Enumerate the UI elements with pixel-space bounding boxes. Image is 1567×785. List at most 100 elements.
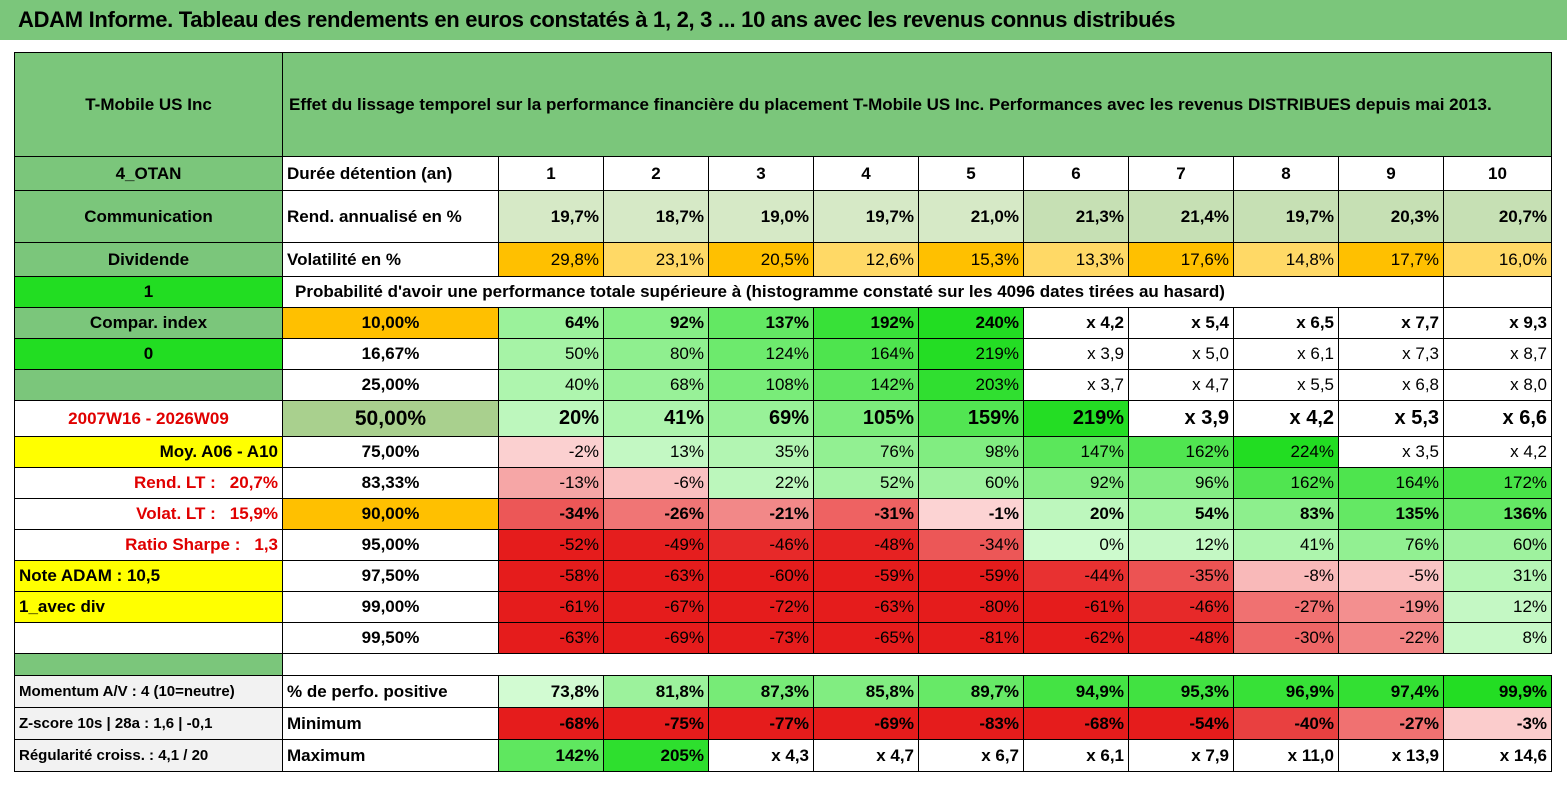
year-header: 2 [603, 156, 709, 191]
stat-value: x 6,7 [918, 739, 1024, 772]
performance-value: 50% [498, 338, 604, 370]
percentile-value: 90,00% [282, 498, 499, 530]
performance-value: -21% [708, 498, 814, 530]
metric-value: 1,3 [254, 535, 278, 554]
stat-value: 96,9% [1233, 675, 1339, 708]
stat-value: 85,8% [813, 675, 919, 708]
performance-value: 80% [603, 338, 709, 370]
indicator-label: Momentum A/V : 4 (10=neutre) [14, 675, 283, 708]
with-dividend-label: 1_avec div [14, 591, 283, 623]
performance-value: x 7,7 [1338, 307, 1444, 339]
performance-value: x 6,6 [1442, 400, 1553, 437]
performance-value: 0% [1023, 529, 1129, 561]
return-value: 21,3% [1023, 190, 1129, 243]
performance-value: -60% [708, 560, 814, 592]
performance-value: 98% [918, 436, 1024, 468]
adam-note: Note ADAM : 10,5 [14, 560, 283, 592]
performance-value: 92% [1023, 467, 1129, 499]
stat-value: 94,9% [1023, 675, 1129, 708]
probability-row: 2007W16 - 2026W09 50,00% 20% 41% 69% 105% 159%… [14, 400, 1553, 437]
performance-value: -34% [498, 498, 604, 530]
performance-value: 8% [1442, 622, 1553, 654]
performance-value: 69% [708, 400, 814, 437]
probability-row: 25,00% 40% 68% 108% 142% 203% x 3,7 x 4,7 x 5,5 x… [14, 369, 1553, 401]
performance-value: x 4,2 [1233, 400, 1339, 437]
return-value: 19,7% [813, 190, 919, 243]
performance-value: -72% [708, 591, 814, 623]
performance-value: 12% [1128, 529, 1234, 561]
performance-value: 164% [813, 338, 919, 370]
performance-value: 142% [813, 369, 919, 401]
percentile-value: 75,00% [282, 436, 499, 468]
stat-value: x 7,9 [1128, 739, 1234, 772]
percentile-value: 83,33% [282, 467, 499, 499]
performance-value: 96% [1128, 467, 1234, 499]
empty-cell [1442, 276, 1553, 308]
performance-value: -63% [603, 560, 709, 592]
year-header: 10 [1442, 156, 1553, 191]
metric-label: Ratio Sharpe : [125, 535, 241, 554]
spacer-cell [281, 653, 1552, 676]
performance-value: -59% [813, 560, 919, 592]
stat-value: 81,8% [603, 675, 709, 708]
performance-value: 60% [1442, 529, 1553, 561]
report-title: ADAM Informe. Tableau des rendements en … [0, 0, 1567, 40]
year-header: 8 [1233, 156, 1339, 191]
period-label: 2007W16 - 2026W09 [14, 400, 283, 437]
performance-value: -63% [813, 591, 919, 623]
return-value: 20,3% [1338, 190, 1444, 243]
performance-value: 41% [1233, 529, 1339, 561]
indicator-label: Régularité croiss. : 4,1 / 20 [14, 739, 283, 772]
year-header: 4 [813, 156, 919, 191]
return-value: 19,7% [498, 190, 604, 243]
volatility-label: Volatilité en % [282, 242, 499, 277]
performance-value: x 8,0 [1442, 369, 1553, 401]
stat-value: 95,3% [1128, 675, 1234, 708]
probability-row: Compar. index 10,00% 64% 92% 137% 192% 240% x 4… [14, 307, 1553, 339]
empty-cell [14, 622, 283, 654]
performance-value: x 5,0 [1128, 338, 1234, 370]
performance-value: 22% [708, 467, 814, 499]
performance-value: 240% [918, 307, 1024, 339]
performance-value: -34% [918, 529, 1024, 561]
performance-value: -31% [813, 498, 919, 530]
performance-value: -81% [918, 622, 1024, 654]
performance-value: x 6,8 [1338, 369, 1444, 401]
year-header: 9 [1338, 156, 1444, 191]
performance-value: -65% [813, 622, 919, 654]
return-value: 21,0% [918, 190, 1024, 243]
performance-value: 137% [708, 307, 814, 339]
performance-value: 159% [918, 400, 1024, 437]
performance-value: -27% [1233, 591, 1339, 623]
performance-value: -5% [1338, 560, 1444, 592]
performance-value: x 7,3 [1338, 338, 1444, 370]
stat-value: -68% [1023, 707, 1129, 740]
compar-index-label: Compar. index [14, 307, 283, 339]
performance-value: 219% [918, 338, 1024, 370]
metric-label: Volat. LT : [136, 504, 216, 523]
stat-value: 73,8% [498, 675, 604, 708]
performance-value: -8% [1233, 560, 1339, 592]
performance-value: 76% [813, 436, 919, 468]
performance-value: -35% [1128, 560, 1234, 592]
performance-value: x 9,3 [1442, 307, 1553, 339]
performance-value: -61% [498, 591, 604, 623]
performance-value: -49% [603, 529, 709, 561]
metric-label: Rend. LT : [133, 473, 216, 492]
performance-table-frame: T-Mobile US Inc Effet du lissage temporel… [14, 52, 1553, 772]
volatility-value: 12,6% [813, 242, 919, 277]
return-label: Rend. annualisé en % [282, 190, 499, 243]
performance-value: 162% [1233, 467, 1339, 499]
performance-value: -30% [1233, 622, 1339, 654]
volatility-value: 17,6% [1128, 242, 1234, 277]
stat-value: -69% [813, 707, 919, 740]
performance-value: 124% [708, 338, 814, 370]
return-value: 18,7% [603, 190, 709, 243]
duration-label: Durée détention (an) [282, 156, 499, 191]
positive-row: Momentum A/V : 4 (10=neutre)% de perfo. … [14, 675, 1553, 708]
performance-value: x 5,4 [1128, 307, 1234, 339]
stat-value: 89,7% [918, 675, 1024, 708]
stat-value: x 14,6 [1442, 739, 1553, 772]
metric-value: 15,9% [229, 504, 278, 523]
percentile-value: 97,50% [282, 560, 499, 592]
